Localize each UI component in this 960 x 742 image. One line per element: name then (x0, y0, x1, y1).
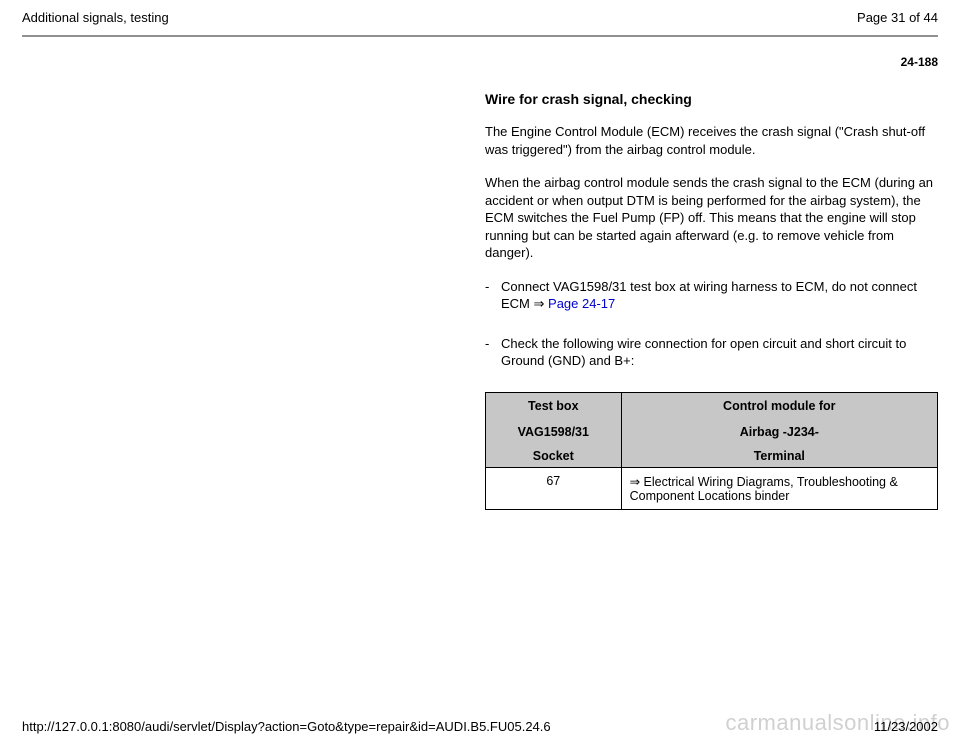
page-link[interactable]: Page 24-17 (544, 296, 615, 311)
table-body: 67 ⇒ Electrical Wiring Diagrams, Trouble… (486, 468, 938, 510)
footer-url: http://127.0.0.1:8080/audi/servlet/Displ… (22, 719, 551, 734)
th-socket: Socket (486, 445, 622, 468)
td-terminal-value: ⇒ Electrical Wiring Diagrams, Troublesho… (621, 468, 937, 510)
page-number: 24-188 (0, 37, 960, 69)
th-airbag: Airbag -J234- (621, 419, 937, 445)
page-footer: http://127.0.0.1:8080/audi/servlet/Displ… (22, 719, 938, 734)
page-header: Additional signals, testing Page 31 of 4… (0, 0, 960, 31)
section-title: Wire for crash signal, checking (485, 91, 938, 107)
content-column: Wire for crash signal, checking The Engi… (485, 69, 938, 510)
bullet-text-2: Check the following wire connection for … (501, 335, 938, 370)
bullet-item-1: - Connect VAG1598/31 test box at wiring … (485, 278, 938, 313)
table-head: Test box Control module for VAG1598/31 A… (486, 393, 938, 468)
table-row: 67 ⇒ Electrical Wiring Diagrams, Trouble… (486, 468, 938, 510)
connection-table: Test box Control module for VAG1598/31 A… (485, 392, 938, 510)
th-terminal: Terminal (621, 445, 937, 468)
th-control-module: Control module for (621, 393, 937, 420)
bullet-dash-icon: - (485, 278, 501, 313)
header-title: Additional signals, testing (22, 10, 169, 25)
td-socket-value: 67 (486, 468, 622, 510)
bullet-item-2: - Check the following wire connection fo… (485, 335, 938, 370)
table-row: Socket Terminal (486, 445, 938, 468)
bullet-dash-icon: - (485, 335, 501, 370)
th-vag: VAG1598/31 (486, 419, 622, 445)
footer-date: 11/23/2002 (874, 719, 938, 734)
th-testbox: Test box (486, 393, 622, 420)
paragraph-2: When the airbag control module sends the… (485, 174, 938, 262)
paragraph-1: The Engine Control Module (ECM) receives… (485, 123, 938, 158)
table-row: Test box Control module for (486, 393, 938, 420)
bullet-text-1: Connect VAG1598/31 test box at wiring ha… (501, 278, 938, 313)
header-page: Page 31 of 44 (857, 10, 938, 25)
table-row: VAG1598/31 Airbag -J234- (486, 419, 938, 445)
